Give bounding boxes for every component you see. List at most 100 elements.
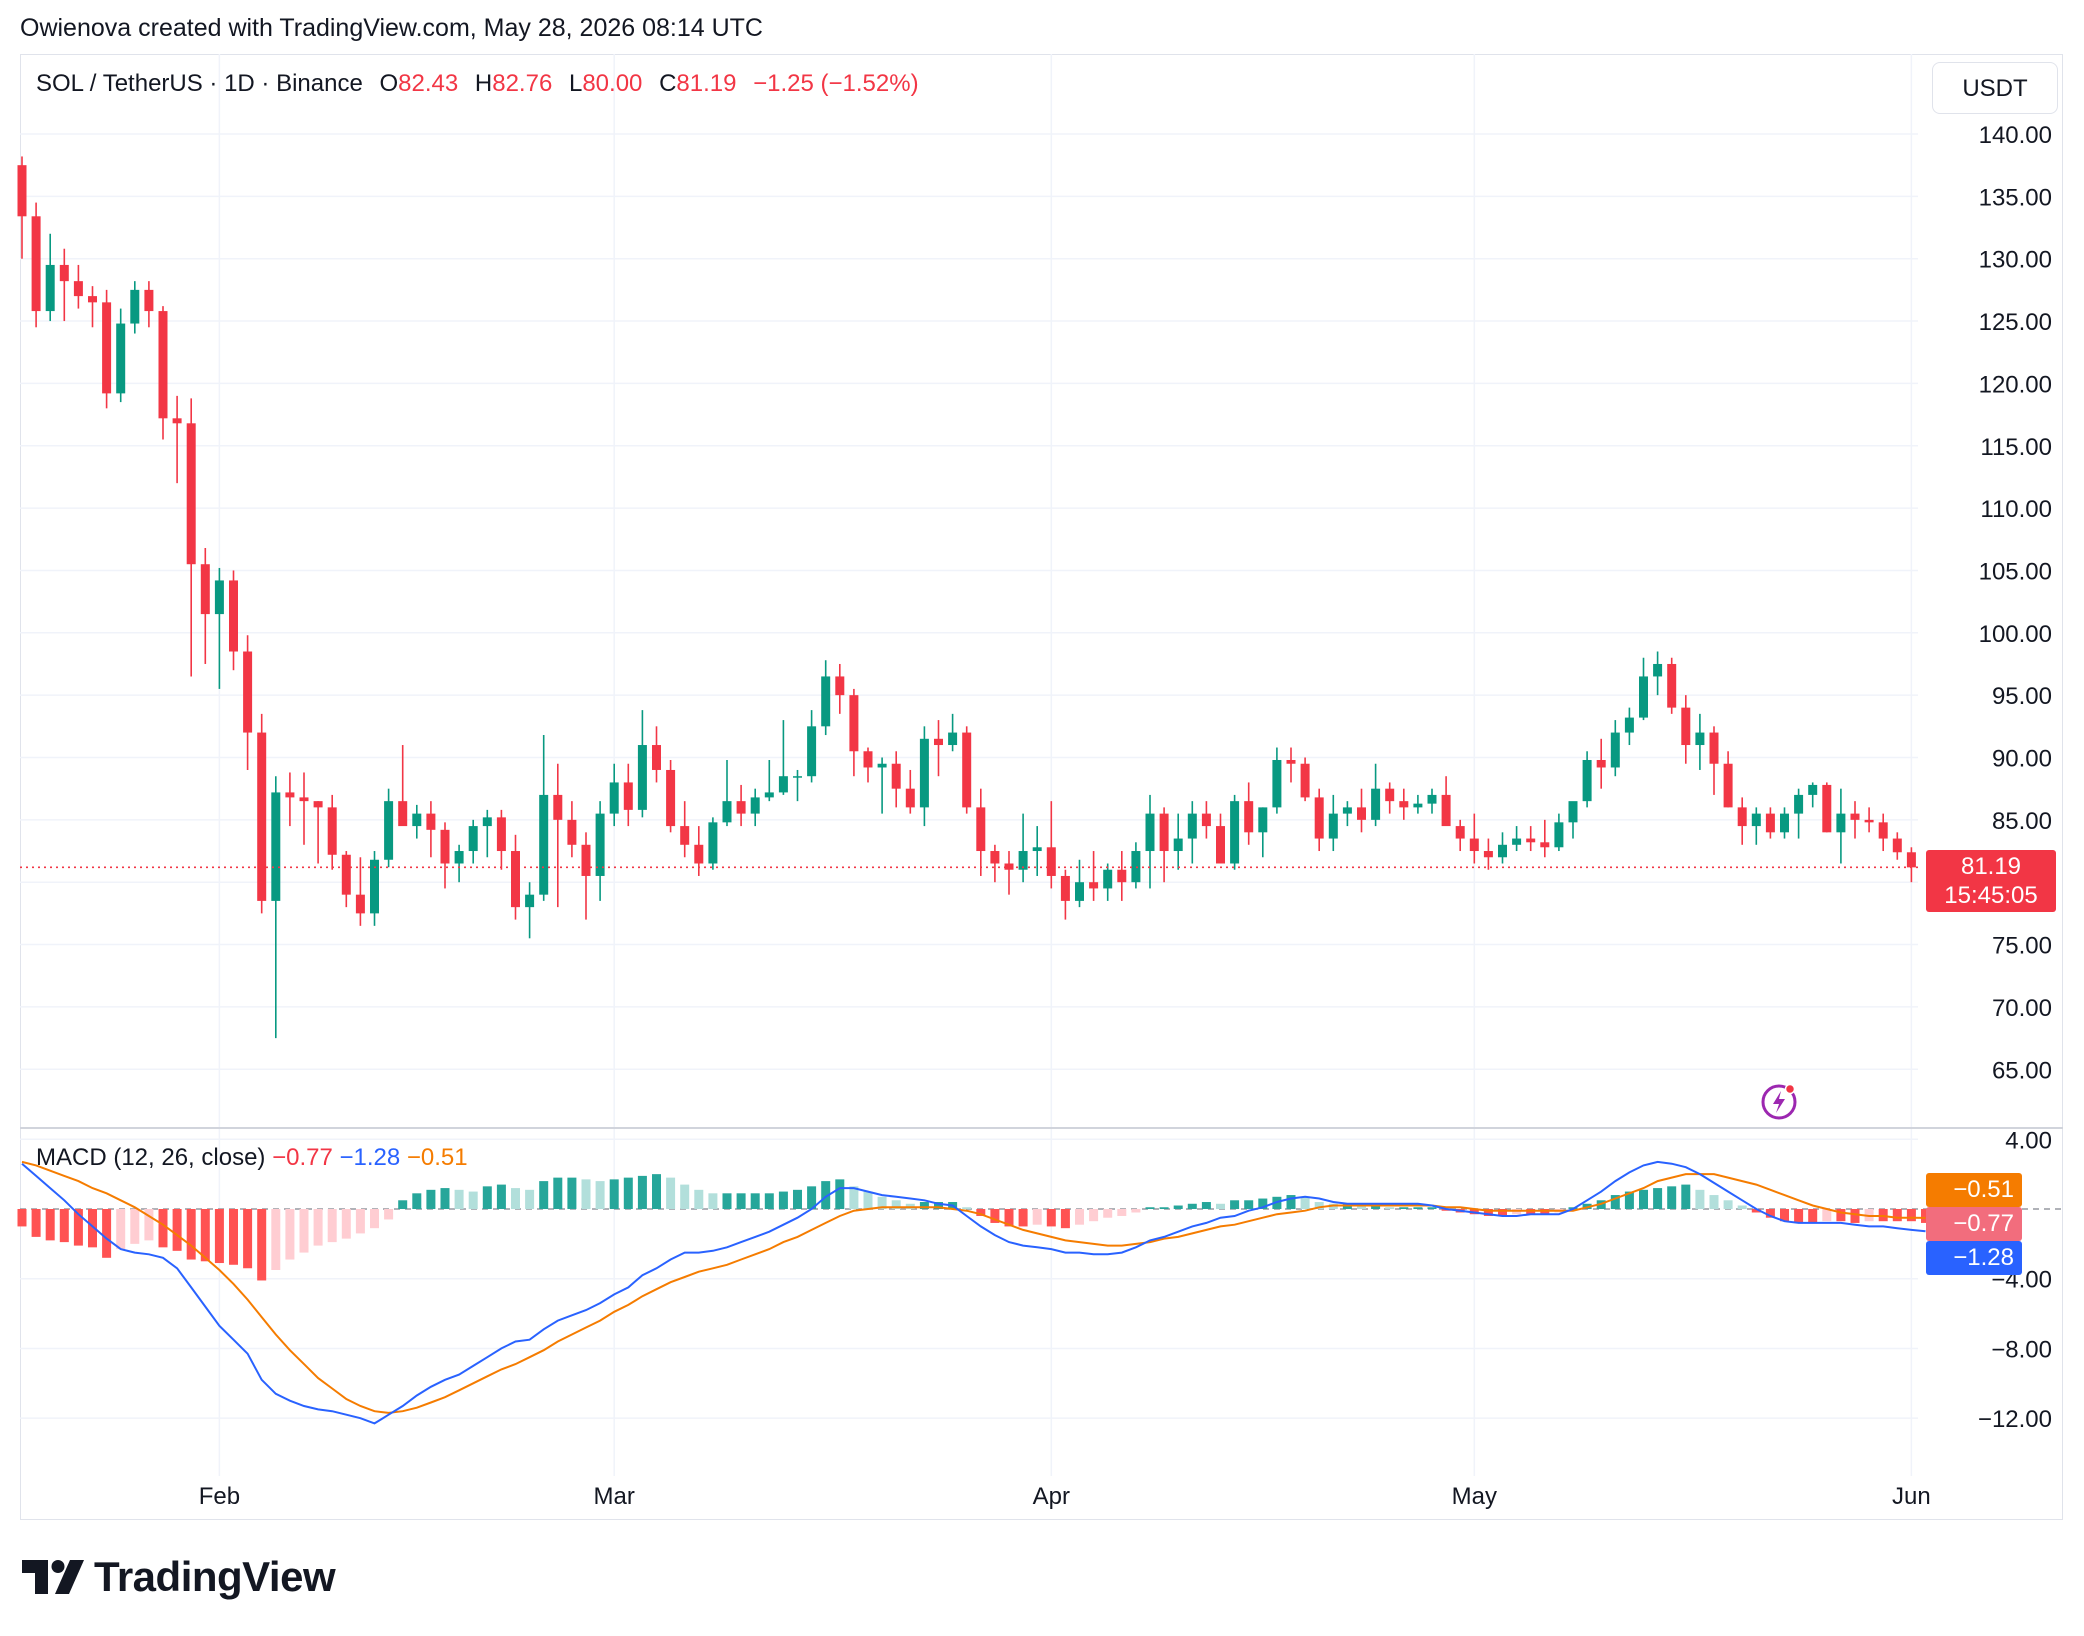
candle [1004,851,1014,895]
candle-body [1032,847,1042,852]
histogram-bar [1498,1209,1507,1216]
candle [680,801,690,858]
macd-signal-tag: −0.51 [1926,1173,2022,1207]
candle-body [355,894,365,914]
histogram-bar [511,1188,520,1209]
candle-body [962,732,972,808]
macd-histogram-value: −0.77 [272,1144,333,1171]
histogram-bar [1159,1207,1169,1209]
candle-body [1765,813,1775,833]
histogram-bar [1737,1205,1747,1209]
candle-body [891,763,901,789]
candle-body [1427,794,1437,804]
candle-body [1018,851,1028,870]
candle-body [299,797,309,802]
candle-body [1568,801,1578,823]
candle-body [1667,663,1677,708]
candle [88,286,97,328]
candle-body [609,782,619,814]
candle-body [1216,826,1225,864]
histogram-bar [863,1191,873,1209]
candle [849,688,859,777]
candle-body [341,854,351,895]
macd-indicator-name[interactable]: MACD (12, 26, close) [36,1144,266,1171]
histogram-bar [609,1179,619,1209]
lightning-icon[interactable] [1760,1082,1798,1120]
candle-body [1187,813,1197,839]
candle [778,720,788,795]
histogram-bar [412,1193,422,1209]
histogram-bar [1695,1189,1705,1209]
candle [891,751,901,808]
candle-body [496,817,506,852]
time-axis-label: Feb [199,1483,240,1510]
histogram-bar [934,1202,943,1209]
candle [1751,807,1761,845]
price-axis-label: 125.00 [1979,309,2052,336]
candle [750,788,760,827]
histogram-bar [440,1188,450,1209]
candle [821,660,831,736]
histogram-bar [1131,1209,1141,1213]
candle-body [440,829,450,864]
candle [1780,807,1789,839]
histogram-bar [398,1200,408,1209]
candle [1286,747,1296,783]
histogram-bar [130,1209,140,1244]
candle-body [1089,882,1099,889]
histogram-bar [1653,1188,1663,1209]
candle-body [525,894,535,908]
histogram-bar [1808,1209,1818,1223]
candle-body [708,822,718,864]
tradingview-brand[interactable]: TradingView [22,1553,336,1600]
candle-body [116,323,126,394]
macd-signal-value: −0.51 [406,1144,468,1171]
candle-body [158,311,168,419]
candle-body [1624,717,1634,733]
candle [1512,826,1522,852]
symbol-label[interactable]: SOL / TetherUS · 1D · Binance [36,70,363,97]
histogram-bar [116,1209,126,1250]
candle-body [1145,813,1155,852]
histogram-bar [821,1181,831,1209]
close-value: 81.19 [676,70,737,97]
candle [426,801,436,858]
histogram-bar [186,1209,196,1260]
candle-body [1794,794,1804,814]
histogram-bar [595,1181,605,1209]
candle [553,763,563,908]
candle [73,264,83,309]
candle [1018,813,1028,883]
candle [1568,801,1578,839]
candle [1526,826,1536,852]
candle-body [1512,838,1522,845]
candle [200,548,210,664]
chart-canvas[interactable]: 65.00 70.00 75.00 80.00 85.00 90.00 95.00 100.0… [0,0,2084,1520]
candle [1554,813,1564,852]
histogram-bar [214,1209,224,1264]
price-axis-label: 70.00 [1992,995,2052,1022]
candle [1822,782,1832,833]
histogram-bar [722,1193,732,1209]
candle-body [1850,813,1860,820]
candle [271,776,281,1039]
histogram-bar [1230,1200,1240,1209]
histogram-bar [891,1200,901,1209]
candle-body [482,817,492,827]
candle [1173,813,1183,870]
currency-button[interactable]: USDT [1932,62,2058,114]
price-axis-label: 135.00 [1979,184,2052,211]
histogram-bar [468,1191,478,1209]
candle [285,772,295,827]
candle-body [948,732,958,746]
candle-body [1596,759,1606,768]
histogram-bar [1667,1186,1677,1209]
candle [1060,869,1070,920]
histogram-bar [313,1209,323,1246]
candle [229,570,238,671]
candle-body [186,423,196,565]
candle-body [1695,732,1705,746]
candle-body [990,851,1000,864]
last-price-value: 81.19 [1960,853,2022,880]
histogram-bar [102,1209,112,1258]
